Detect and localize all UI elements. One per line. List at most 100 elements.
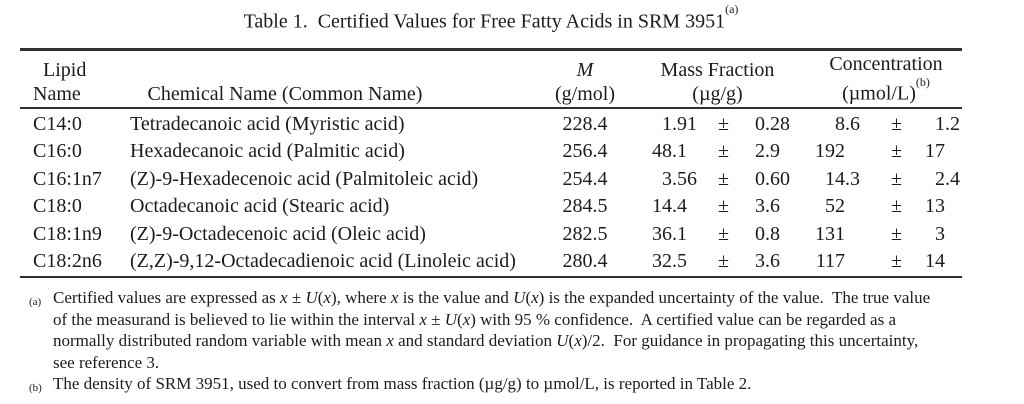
header-molar-mass: M (g/mol)	[545, 54, 625, 106]
header-molar-mass-symbol: M	[576, 59, 594, 81]
mass-fraction-value-frac: .4	[672, 195, 687, 218]
mass-fraction-uncertainty-int: 0	[755, 222, 765, 245]
concentration-uncertainty-frac	[945, 248, 962, 275]
plus-minus-sign: ±	[718, 195, 729, 218]
header-lipid-line1: Lipid	[43, 59, 87, 81]
footnote-line: normally distributed random variable wit…	[53, 330, 1020, 352]
molar-mass-cell: 282.5	[562, 222, 608, 245]
mass-fraction-value-int: 32	[652, 249, 672, 272]
concentration-uncertainty-frac	[945, 138, 962, 165]
concentration-value-frac	[845, 248, 878, 275]
footnote-text: Certified values are expressed as	[53, 288, 281, 307]
mass-fraction-uncertainty-frac: .6	[765, 249, 780, 272]
table-body: C14:0 Tetradecanoic acid (Myristic acid) 2…	[20, 111, 962, 275]
footnote-text: ) with 95 % confidence. A certified valu…	[470, 309, 896, 329]
mass-fraction-uncertainty-frac: .8	[765, 222, 780, 245]
plus-minus-sign: ±	[718, 222, 729, 245]
footnote-line: of the measurand is believed to lie with…	[53, 309, 1020, 331]
header-chemical-name: Chemical Name (Common Name)	[130, 54, 545, 106]
mass-fraction-uncertainty-int: 2	[755, 140, 765, 163]
plus-minus-sign: ±	[891, 140, 902, 163]
plus-minus-sign: ±	[891, 249, 902, 272]
plus-minus-sign: ±	[891, 195, 902, 218]
concentration-value-frac	[845, 193, 878, 220]
header-lipid-name: Lipid Name	[20, 54, 130, 106]
plus-minus-sign: ±	[718, 140, 729, 163]
concentration-value-int: 192	[815, 140, 845, 163]
footnote-text: The density of SRM 3951, used to convert…	[53, 374, 752, 393]
mass-fraction-value-frac: .91	[672, 113, 697, 135]
table-row: C18:1n9 (Z)-9-Octadecenoic acid (Oleic ac…	[20, 221, 962, 248]
footnote-line: see reference 3.	[53, 352, 1020, 374]
chemical-name-cell: Octadecanoic acid (Stearic acid)	[130, 195, 390, 218]
table-top-rule	[20, 48, 962, 51]
concentration-value-int: 8	[835, 113, 845, 135]
table-row: C14:0 Tetradecanoic acid (Myristic acid) 2…	[20, 111, 962, 138]
footnote-text: U	[556, 331, 569, 350]
plus-minus-sign: ±	[891, 222, 902, 245]
footnote-text: U	[513, 288, 526, 307]
concentration-value-int: 14	[825, 167, 845, 190]
concentration-value-frac: .6	[845, 113, 860, 135]
chemical-name-cell: (Z,Z)-9,12-Octadecadienoic acid (Linolei…	[130, 249, 516, 272]
footnote-text: ±	[287, 288, 306, 307]
concentration-uncertainty-frac	[945, 193, 962, 220]
footnotes-section: (a) Certified values are expressed as x ±…	[20, 287, 1020, 395]
footnote-line: The density of SRM 3951, used to convert…	[53, 373, 1020, 395]
lipid-name-cell: C16:1n7	[33, 167, 102, 190]
footnote-text: U	[305, 288, 318, 307]
table-row: C18:0 Octadecanoic acid (Stearic acid) 284…	[20, 193, 962, 220]
molar-mass-cell: 284.5	[562, 195, 608, 218]
table-row: C16:0 Hexadecanoic acid (Palmitic acid) 25…	[20, 138, 962, 165]
concentration-value-frac	[845, 138, 878, 165]
chemical-name-cell: Tetradecanoic acid (Myristic acid)	[130, 113, 405, 135]
footnote-marker: (a)	[29, 296, 42, 308]
concentration-uncertainty-int: 14	[925, 249, 945, 272]
footnote-marker: (b)	[29, 382, 42, 394]
mass-fraction-value-int: 3	[662, 167, 672, 190]
plus-minus-sign: ±	[891, 167, 902, 190]
header-concentration-footnote-marker: (b)	[915, 74, 930, 89]
concentration-value-int: 131	[815, 222, 845, 245]
footnote-text: )/2. For guidance in propagating this un…	[581, 331, 919, 350]
footnote-text: U	[444, 309, 458, 329]
mass-fraction-uncertainty-int: 0	[755, 167, 765, 190]
mass-fraction-value-frac: .56	[672, 167, 697, 190]
mass-fraction-uncertainty-int: 0	[755, 113, 765, 135]
footnote-text: and standard deviation	[393, 331, 557, 350]
table-header-rule	[20, 107, 962, 109]
concentration-value-frac: .3	[845, 167, 860, 190]
concentration-uncertainty-int: 13	[925, 195, 945, 218]
footnote-text: ±	[426, 309, 445, 329]
concentration-uncertainty-int: 2	[935, 167, 945, 190]
lipid-name-cell: C18:0	[33, 195, 82, 218]
molar-mass-cell: 256.4	[562, 140, 608, 163]
footnote-text: of the measurand is believed to lie with…	[53, 309, 420, 329]
mass-fraction-uncertainty-int: 3	[755, 195, 765, 218]
footnote-text: x	[390, 288, 399, 307]
header-concentration-unit-line: (µmol/L)(b)	[810, 74, 962, 106]
concentration-uncertainty-frac	[945, 221, 962, 248]
footnote: (a) Certified values are expressed as x ±…	[20, 287, 1020, 373]
table-title: Table 1. Certified Values for Free Fatty…	[20, 2, 962, 34]
plus-minus-sign: ±	[718, 113, 729, 135]
mass-fraction-value-frac: .1	[672, 222, 687, 245]
table-header-row: Lipid Name Chemical Name (Common Name) M…	[20, 53, 962, 106]
plus-minus-sign: ±	[891, 113, 902, 135]
molar-mass-cell: 228.4	[562, 113, 608, 135]
header-mass-fraction-unit: (µg/g)	[692, 83, 743, 105]
footnote-text: (	[317, 288, 324, 307]
table-bottom-rule	[20, 276, 962, 278]
header-concentration-label: Concentration	[829, 53, 943, 76]
lipid-name-cell: C14:0	[33, 113, 82, 135]
header-molar-mass-unit: (g/mol)	[555, 83, 615, 105]
footnote-text: (	[457, 309, 463, 329]
footnote-text: (	[568, 331, 575, 350]
table-title-footnote-marker: (a)	[725, 2, 739, 17]
table-row: C16:1n7 (Z)-9-Hexadecenoic acid (Palmitol…	[20, 166, 962, 193]
chemical-name-cell: (Z)-9-Octadecenoic acid (Oleic acid)	[130, 222, 426, 245]
mass-fraction-uncertainty-frac: .9	[765, 140, 780, 163]
chemical-name-cell: (Z)-9-Hexadecenoic acid (Palmitoleic aci…	[130, 167, 479, 190]
table-title-text: Table 1. Certified Values for Free Fatty…	[243, 10, 726, 33]
